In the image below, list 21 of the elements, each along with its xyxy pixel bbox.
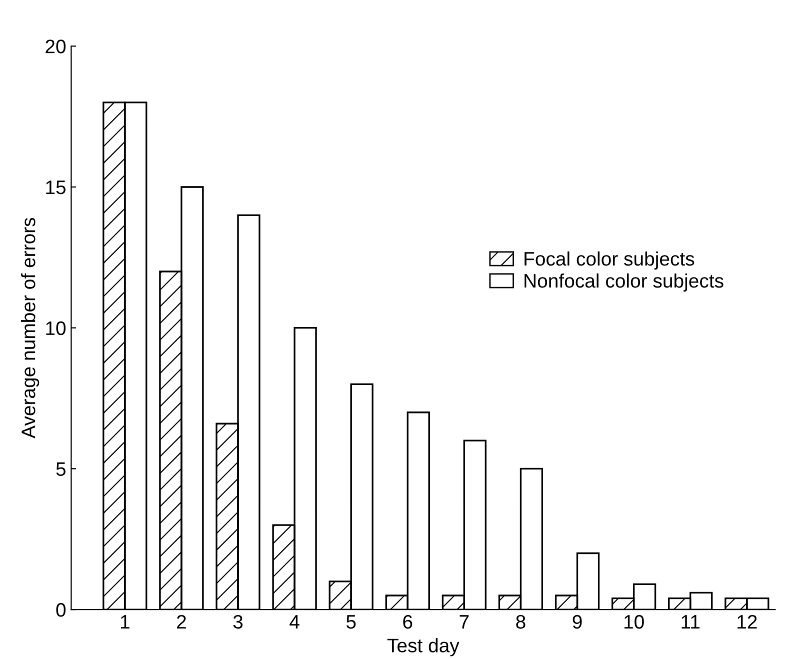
x-tick-label: 7 <box>460 615 469 629</box>
x-tick-label: 2 <box>177 614 186 629</box>
x-tick-label: 9 <box>572 614 582 629</box>
x-axis-title: Test day <box>387 638 460 656</box>
x-tick-label: 6 <box>403 614 412 629</box>
y-axis-title: Average number of errors <box>21 218 40 438</box>
x-tick-label: 3 <box>233 614 243 629</box>
x-tick-label: 8 <box>516 614 526 629</box>
y-tick-label: 20 <box>46 40 66 54</box>
legend-label: Focal color subjects <box>524 251 694 270</box>
x-tick-label: 5 <box>346 615 356 629</box>
y-tick-label: 5 <box>56 462 66 476</box>
y-tick-label: 10 <box>46 321 66 336</box>
x-tick-label: 1 <box>120 615 130 629</box>
y-tick-label: 0 <box>56 603 66 617</box>
y-tick-label: 15 <box>46 180 66 194</box>
x-tick-label: 10 <box>624 614 644 629</box>
x-tick-label: 4 <box>290 615 300 629</box>
x-tick-label: 11 <box>682 615 700 629</box>
x-tick-label: 12 <box>738 614 757 629</box>
legend-label: Nonfocal color subjects <box>524 273 724 292</box>
